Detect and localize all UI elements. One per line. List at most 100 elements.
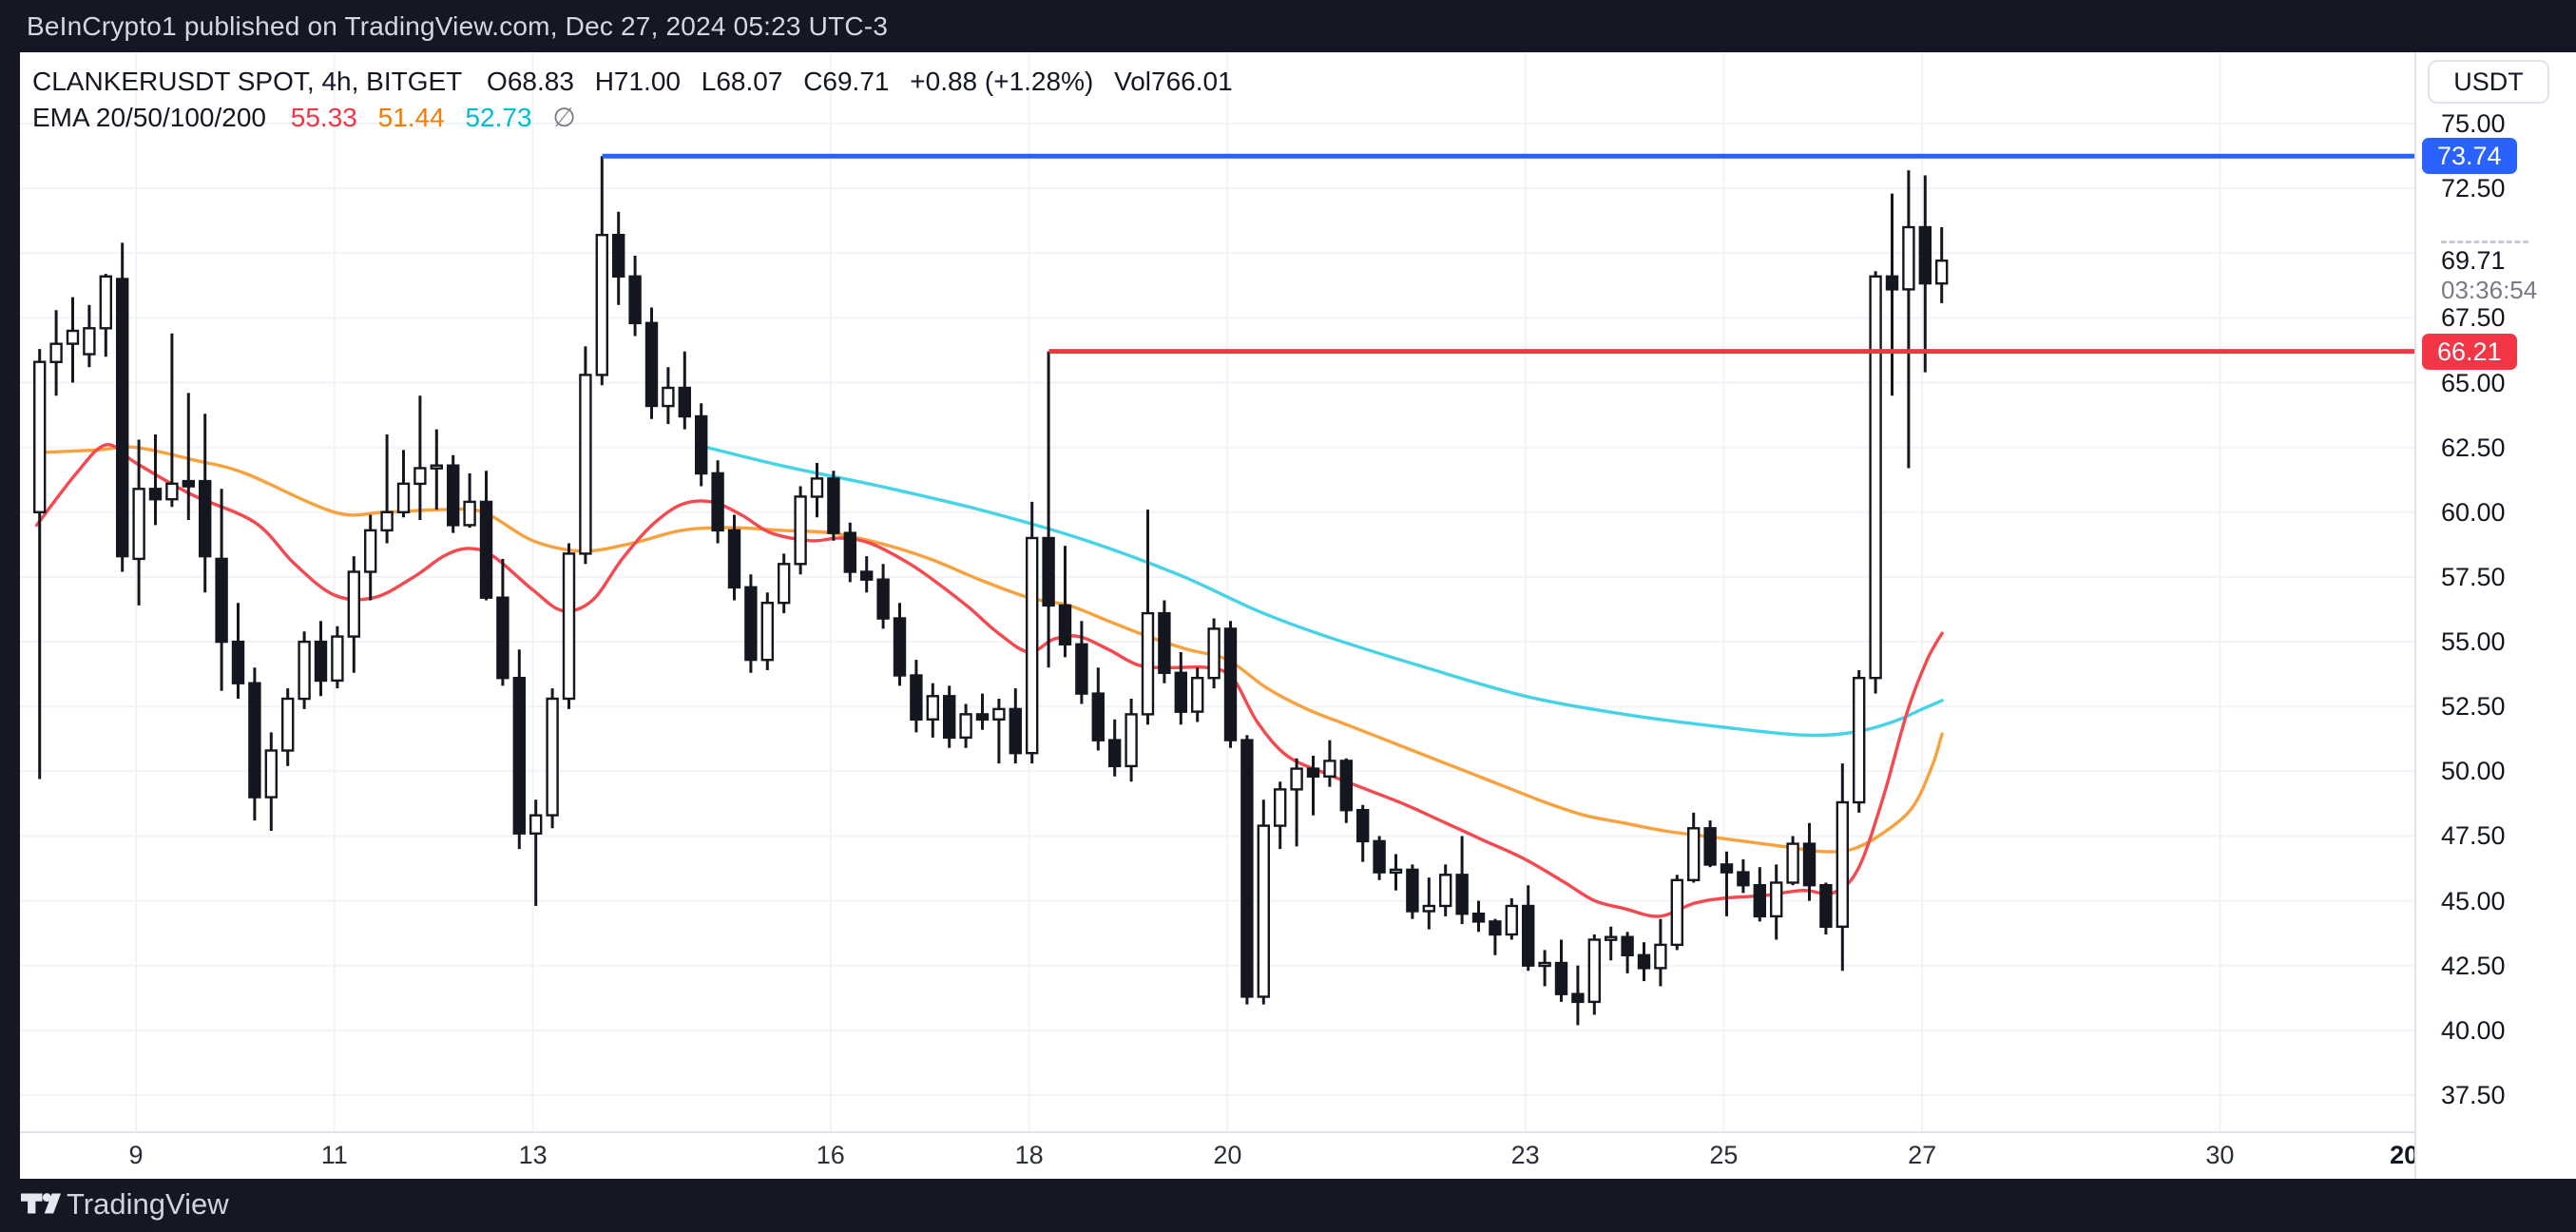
candle-body [264, 749, 278, 799]
candle-body [727, 529, 741, 589]
candle-body [975, 713, 990, 722]
candle-body [910, 674, 923, 721]
candle-body [1158, 611, 1171, 674]
ema20-value: 55.33 [290, 103, 357, 132]
symbol-title: CLANKERUSDT SPOT, 4h, BITGET [32, 67, 463, 96]
price-tick-label: 72.50 [2441, 174, 2506, 203]
price-axis-separator [2414, 52, 2416, 1179]
candle-body [1240, 739, 1254, 998]
chart-plot[interactable] [0, 52, 2414, 1131]
time-tick-label: 16 [816, 1141, 845, 1169]
candle-body [893, 617, 907, 677]
candle-body [546, 697, 559, 817]
candle-body [1190, 677, 1204, 713]
candle-body [644, 321, 659, 408]
candle-body [1174, 671, 1188, 713]
candle-body [1934, 259, 1949, 285]
candle-body [1587, 938, 1602, 1004]
candle-body [1737, 871, 1750, 887]
candle-body [1571, 992, 1585, 1004]
candle-body [1654, 943, 1667, 970]
candle-body [1538, 961, 1551, 968]
time-axis[interactable]: 9 11 13 16 18 20 23 25 27 30 2025 [20, 1133, 2414, 1179]
candle-body [992, 707, 1006, 722]
attribution-bar: BeInCrypto1 published on TradingView.com… [0, 0, 2576, 52]
candle-body [1373, 839, 1386, 874]
ema100-line [695, 443, 1944, 738]
candle-body [1389, 868, 1403, 875]
candle-body [662, 386, 675, 408]
candle-body [331, 635, 344, 683]
price-axis[interactable]: USDT 69.71 03:36:54 75.00 72.50 67.50 65.00… [2416, 52, 2576, 1179]
candle-body [959, 713, 972, 740]
candle-body [1058, 604, 1072, 646]
candle-body [1918, 225, 1932, 285]
ema50-value: 51.44 [377, 103, 445, 132]
ema-legend-row: EMA 20/50/100/200 55.33 51.44 52.73 ∅ [32, 101, 1246, 135]
time-tick-label: 27 [1908, 1141, 1937, 1169]
tradingview-logo-icon[interactable] [21, 1184, 61, 1227]
time-tick-label: 20 [1213, 1141, 1242, 1169]
candle-body [1075, 643, 1088, 695]
candle-body [1489, 920, 1502, 936]
candle-body [496, 596, 509, 680]
candle-body [827, 477, 840, 534]
candle-body [1223, 627, 1238, 741]
attribution-text: BeInCrypto1 published on TradingView.com… [27, 11, 889, 41]
level-price-label: 66.21 [2422, 333, 2517, 370]
tradingview-brand-text[interactable]: TradingView [67, 1187, 229, 1221]
candle-body [1703, 827, 1717, 866]
ema-indicator-label: EMA 20/50/100/200 [32, 103, 266, 132]
candle-body [1422, 904, 1436, 913]
candle-body [1769, 881, 1783, 918]
candle-body [1471, 913, 1486, 923]
candle-body [843, 531, 856, 573]
candle-body [1554, 961, 1568, 995]
current-price-marker [2441, 241, 2528, 244]
candle-body [1273, 788, 1287, 827]
candle-body [49, 342, 63, 364]
candle-body [1455, 874, 1469, 915]
candle-body [711, 472, 724, 532]
candle-body [165, 482, 179, 501]
candle-body [1042, 536, 1055, 607]
ohlc-high: H71.00 [594, 67, 681, 96]
candle-body [1290, 767, 1303, 791]
candle-body [99, 275, 113, 330]
candle-body [529, 814, 543, 836]
candle-body [479, 500, 493, 599]
time-tick-label: 11 [320, 1141, 348, 1169]
candle-body [1306, 767, 1320, 778]
candle-body [231, 640, 245, 684]
price-tick-label: 65.00 [2441, 368, 2506, 397]
level-price-label: 73.74 [2422, 138, 2517, 175]
candle-body [612, 233, 625, 278]
candle-body [1107, 739, 1122, 768]
price-tick-label: 52.50 [2441, 692, 2506, 722]
ema100-value: 52.73 [465, 103, 532, 132]
candle-body [744, 586, 758, 662]
currency-toggle-button[interactable]: USDT [2428, 60, 2549, 104]
candle-body [1786, 842, 1799, 884]
ohlc-open: O68.83 [487, 67, 574, 96]
price-tick-label: 40.00 [2441, 1015, 2506, 1045]
candle-body [248, 682, 261, 799]
candle-body [298, 640, 311, 701]
time-axis-separator [20, 1131, 2570, 1133]
candle-body [1009, 707, 1023, 755]
price-tick-label: 60.00 [2441, 497, 2506, 527]
candle-body [364, 529, 377, 573]
candle-body [1670, 878, 1684, 947]
price-tick-label: 37.50 [2441, 1080, 2506, 1109]
candle-body [182, 479, 196, 488]
candle-body [1125, 713, 1138, 768]
ohlc-low: L68.07 [701, 67, 783, 96]
candle-body [463, 500, 476, 527]
candle-body [1753, 884, 1767, 918]
candle-body [83, 327, 96, 356]
price-tick-label: 45.00 [2441, 886, 2506, 915]
candle-body [695, 414, 708, 475]
price-tick-label: 42.50 [2441, 951, 2506, 980]
candle-body [281, 697, 295, 752]
candle-body [1406, 868, 1419, 913]
